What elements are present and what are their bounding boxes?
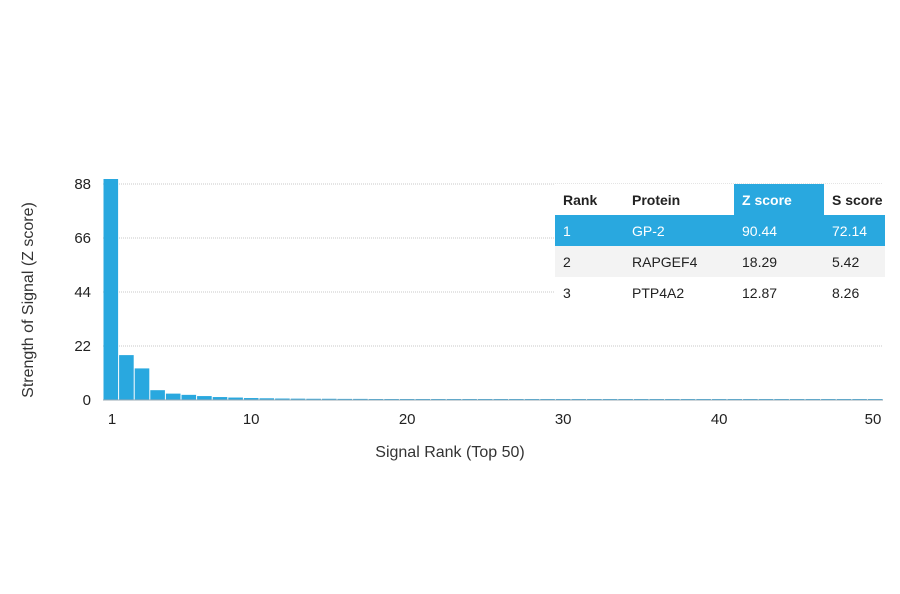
x-tick-label: 50 xyxy=(865,411,882,428)
x-axis-ticks: 1 10 20 30 40 50 xyxy=(108,411,882,428)
x-tick-label: 20 xyxy=(399,411,416,428)
bar-rank-11 xyxy=(259,398,275,400)
cell-z-score: 12.87 xyxy=(734,277,824,308)
bar-rank-3 xyxy=(134,368,150,400)
bar-rank-5 xyxy=(165,393,181,400)
x-axis-label: Signal Rank (Top 50) xyxy=(375,444,524,461)
bar-rank-13 xyxy=(290,398,306,400)
cell-s-score: 72.14 xyxy=(824,215,885,246)
rank-table: Rank Protein Z score S score 1 GP-2 90.4… xyxy=(555,184,885,308)
bar-rank-12 xyxy=(275,398,290,400)
bar-rank-2 xyxy=(119,355,134,400)
table-row: 1 GP-2 90.44 72.14 xyxy=(555,215,885,246)
x-tick-label: 40 xyxy=(711,411,728,428)
bar-rank-4 xyxy=(150,390,165,400)
bar-rank-17 xyxy=(353,398,368,400)
cell-protein: RAPGEF4 xyxy=(624,246,734,277)
y-tick-label: 0 xyxy=(83,392,91,409)
y-tick-label: 44 xyxy=(74,284,91,301)
table-header-row: Rank Protein Z score S score xyxy=(555,184,885,215)
cell-rank: 1 xyxy=(555,215,624,246)
x-tick-label: 10 xyxy=(243,411,260,428)
table-row: 3 PTP4A2 12.87 8.26 xyxy=(555,277,885,308)
cell-protein: GP-2 xyxy=(624,215,734,246)
cell-z-score: 18.29 xyxy=(734,246,824,277)
bar-rank-16 xyxy=(337,398,353,400)
header-protein: Protein xyxy=(632,191,681,208)
header-z-score: Z score xyxy=(734,184,824,215)
x-tick-label: 30 xyxy=(555,411,572,428)
y-axis-ticks: 0 22 44 66 88 xyxy=(74,176,91,409)
x-tick-label: 1 xyxy=(108,411,116,428)
bar-rank-15 xyxy=(321,398,337,400)
bar-rank-7 xyxy=(197,396,212,400)
y-tick-label: 22 xyxy=(74,338,91,355)
bar-rank-8 xyxy=(212,397,228,400)
cell-protein: PTP4A2 xyxy=(624,277,734,308)
bar-rank-6 xyxy=(181,394,197,400)
bar-rank-14 xyxy=(306,398,321,400)
bar-rank-1 xyxy=(103,179,119,400)
cell-rank: 2 xyxy=(555,246,624,277)
cell-z-score: 90.44 xyxy=(734,215,824,246)
y-tick-label: 88 xyxy=(74,176,91,193)
cell-s-score: 8.26 xyxy=(824,277,885,308)
bar-rank-10 xyxy=(243,398,259,400)
cell-rank: 3 xyxy=(555,277,624,308)
y-tick-label: 66 xyxy=(74,230,91,247)
table-row: 2 RAPGEF4 18.29 5.42 xyxy=(555,246,885,277)
bar-rank-9 xyxy=(228,397,243,400)
header-s-score: S score xyxy=(832,191,883,208)
y-axis-label: Strength of Signal (Z score) xyxy=(20,202,37,398)
cell-s-score: 5.42 xyxy=(824,246,885,277)
header-rank: Rank xyxy=(563,191,598,208)
